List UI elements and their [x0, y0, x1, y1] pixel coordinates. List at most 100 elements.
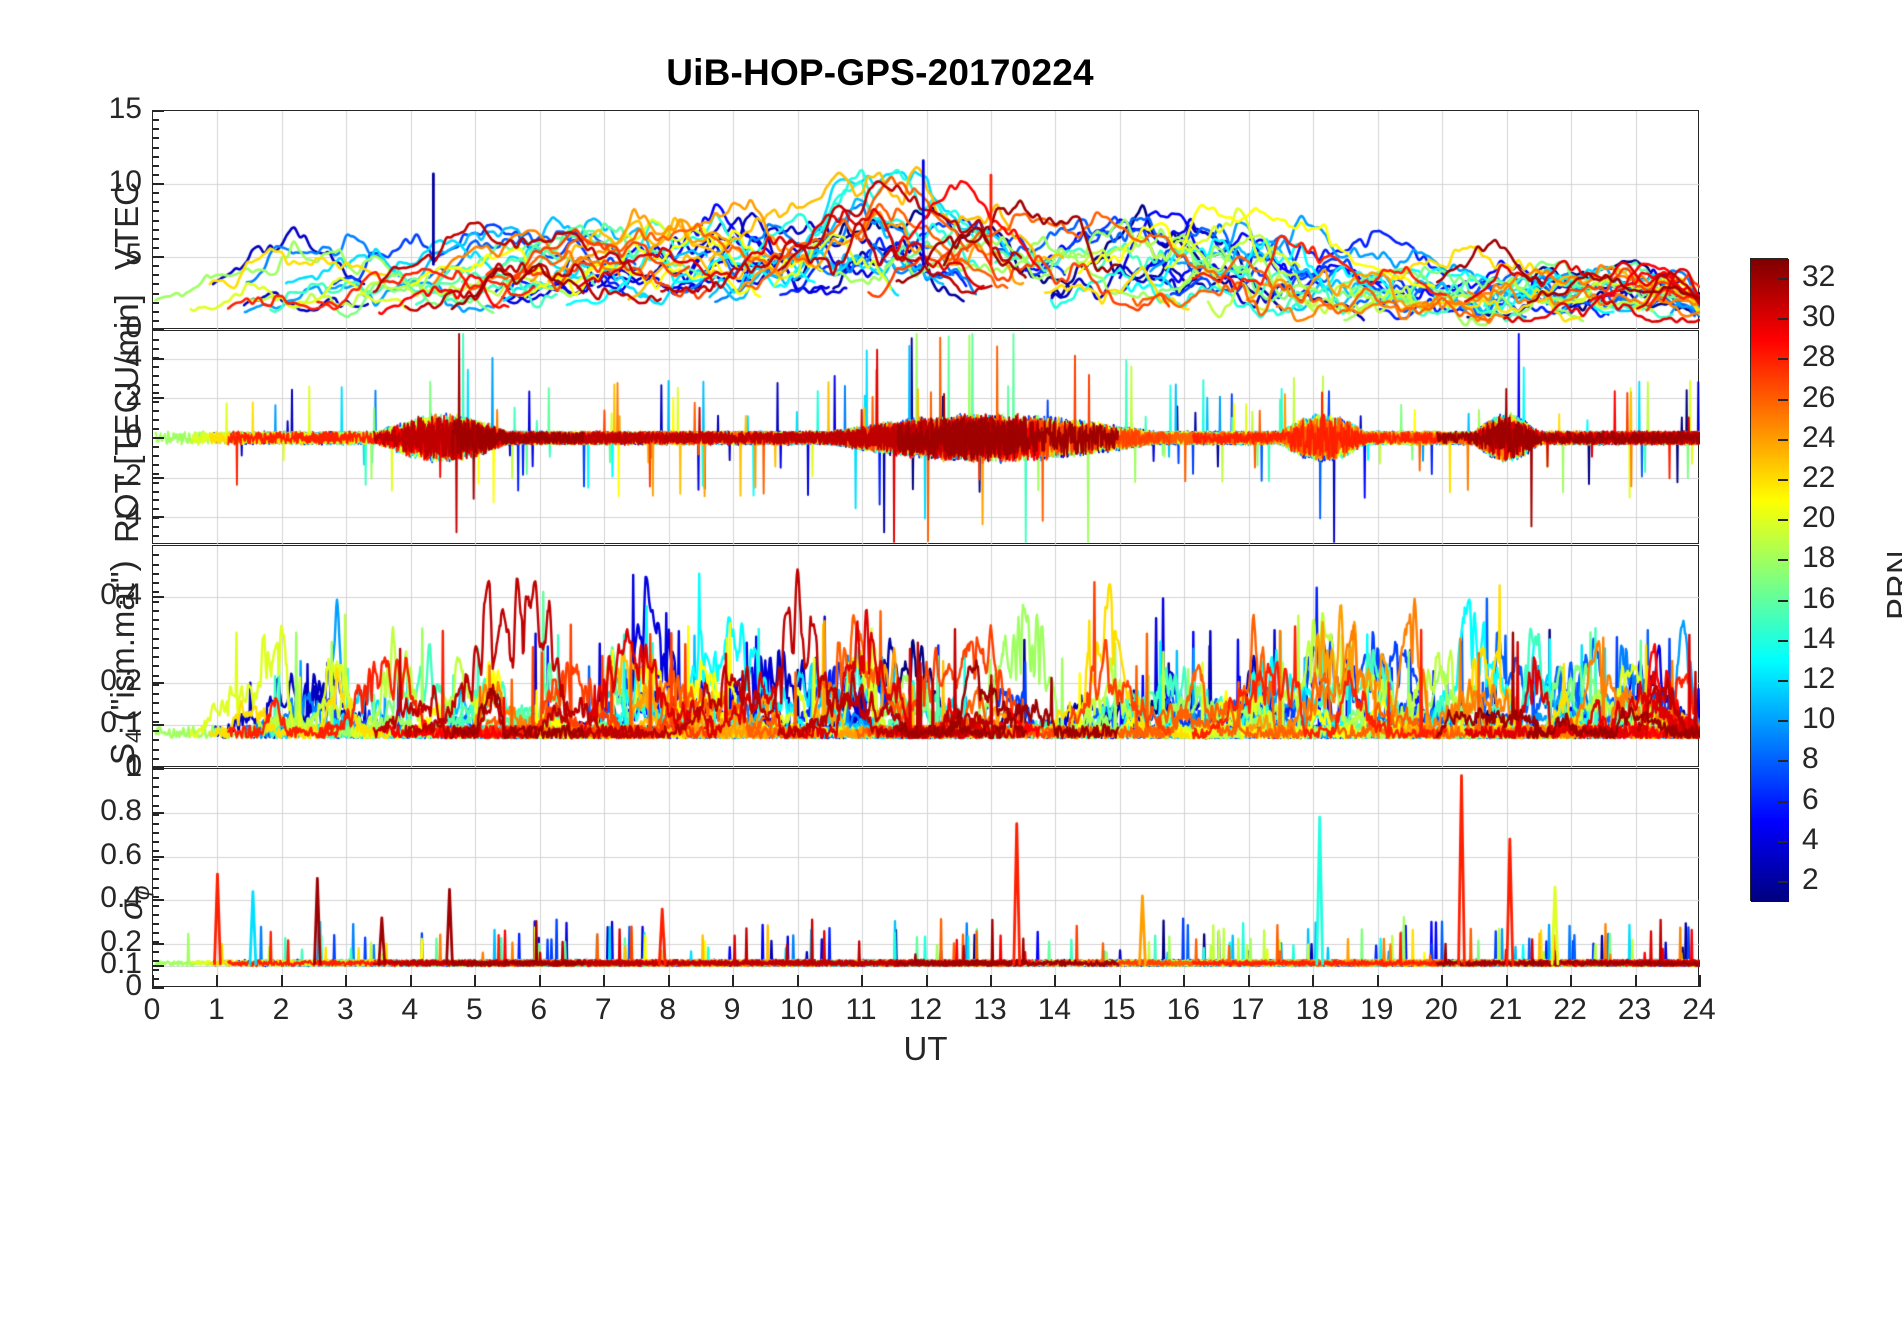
xtick-5: 5: [465, 993, 483, 1026]
colorbar-tickmark-12: [1778, 399, 1788, 401]
colorbar-tickmark-2: [1778, 801, 1788, 803]
yminor-sigphi-16: [152, 914, 159, 916]
yminor-vtec-19: [152, 283, 159, 285]
yminor-sigphi-19: [152, 941, 159, 943]
ytick-sigphi-5: 0.8: [100, 793, 142, 827]
xtick-16: 16: [1166, 993, 1201, 1026]
colorbar-tick-11: 24: [1802, 420, 1836, 454]
yminor-s4-10: [152, 638, 159, 640]
ytick-sigphi-1: 0.1: [100, 947, 142, 981]
colorbar-tick-3: 8: [1802, 742, 1819, 776]
xtick-7: 7: [594, 993, 612, 1026]
yminor-sigphi-11: [152, 868, 159, 870]
yminor-sigphi-14: [152, 896, 159, 898]
yminor-vtec-9: [152, 192, 159, 194]
yminor-rot-1: [152, 339, 159, 341]
xtick-24: 24: [1682, 993, 1716, 1026]
colorbar-prn: [1750, 258, 1789, 902]
colorbar-tick-6: 14: [1802, 621, 1836, 655]
ytick-sigphi-4: 0.6: [100, 837, 142, 871]
ytick-s4-0: 0: [125, 749, 142, 782]
yminor-rot-16: [152, 473, 159, 475]
colorbar-tickmark-5: [1778, 680, 1788, 682]
yminor-vtec-2: [152, 128, 159, 130]
colorbar-tick-5: 12: [1802, 661, 1836, 695]
panel-s4: [152, 545, 1700, 768]
colorbar-label: PRN: [1880, 550, 1902, 620]
xtick-18: 18: [1295, 993, 1329, 1026]
yminor-s4-15: [152, 684, 159, 686]
colorbar-tickmark-0: [1778, 881, 1788, 883]
yminor-sigphi-21: [152, 960, 159, 962]
ytickmark-rot-4: [152, 358, 164, 360]
yminor-rot-12: [152, 437, 159, 439]
yminor-s4-22: [152, 749, 159, 751]
yminor-vtec-8: [152, 183, 159, 185]
xtick-0: 0: [143, 993, 161, 1026]
colorbar-tickmark-3: [1778, 760, 1788, 762]
ytick-rot-3: 2: [125, 379, 142, 413]
yminor-sigphi-1: [152, 777, 159, 779]
yminor-sigphi-15: [152, 905, 159, 907]
ytickmark-sigphi-5: [152, 812, 164, 814]
xtickmark-16: [1183, 975, 1185, 987]
ytick-vtec-3: 15: [108, 92, 142, 125]
xtickmark-12: [926, 975, 928, 987]
xtick-3: 3: [337, 993, 354, 1026]
ytickmark-sigphi-0: [152, 987, 164, 989]
ytick-s4-3: 0.4: [100, 578, 142, 612]
yminor-s4-12: [152, 656, 159, 658]
yminor-s4-1: [152, 554, 159, 556]
xtickmark-15: [1119, 975, 1121, 987]
yminor-vtec-4: [152, 147, 159, 149]
yminor-vtec-17: [152, 265, 159, 267]
yminor-sigphi-23: [152, 978, 159, 980]
xtickmark-0: [152, 975, 154, 987]
yminor-sigphi-8: [152, 841, 159, 843]
yminor-s4-16: [152, 693, 159, 695]
figure-title: UiB-HOP-GPS-20170224: [666, 52, 1094, 93]
xtick-14: 14: [1037, 993, 1072, 1026]
panel-sigma-phi: [152, 768, 1700, 988]
yminor-rot-20: [152, 508, 159, 510]
ytick-sigphi-6: 1: [125, 750, 142, 783]
colorbar-tickmark-9: [1778, 519, 1788, 521]
xtick-19: 19: [1360, 993, 1394, 1026]
xtickmark-18: [1312, 975, 1314, 987]
colorbar-tickmark-4: [1778, 720, 1788, 722]
ytickmark-s4-3: [152, 596, 164, 598]
xtick-8: 8: [659, 993, 676, 1026]
xtickmark-10: [797, 975, 799, 987]
colorbar-tickmark-6: [1778, 640, 1788, 642]
yminor-s4-19: [152, 721, 159, 723]
ytick-s4-1: 0.1: [100, 706, 142, 740]
colorbar-tick-1: 4: [1802, 822, 1819, 856]
yminor-rot-10: [152, 419, 159, 421]
yminor-rot-8: [152, 401, 159, 403]
yminor-sigphi-6: [152, 823, 159, 825]
xtickmark-22: [1570, 975, 1572, 987]
ytick-vtec-1: 5: [125, 238, 142, 271]
ytick-sigphi-2: 0.2: [100, 925, 142, 959]
colorbar-canvas: [1751, 259, 1789, 902]
xtick-17: 17: [1231, 993, 1265, 1026]
yminor-s4-3: [152, 573, 159, 575]
yminor-s4-18: [152, 712, 159, 714]
yminor-rot-2: [152, 348, 159, 350]
yminor-sigphi-4: [152, 805, 159, 807]
yminor-vtec-22: [152, 311, 159, 313]
ytickmark-vtec-0: [152, 329, 164, 331]
xtickmark-2: [281, 975, 283, 987]
colorbar-tick-13: 28: [1802, 340, 1836, 374]
colorbar-tick-8: 18: [1802, 541, 1836, 575]
colorbar-tick-14: 30: [1802, 300, 1836, 334]
yminor-sigphi-5: [152, 814, 159, 816]
xtick-10: 10: [779, 993, 814, 1026]
yminor-s4-7: [152, 610, 159, 612]
yminor-rot-22: [152, 526, 159, 528]
ytickmark-sigphi-4: [152, 856, 164, 858]
yminor-rot-21: [152, 517, 159, 519]
xtick-15: 15: [1102, 993, 1136, 1026]
ytick-rot-0: -4: [115, 498, 142, 532]
